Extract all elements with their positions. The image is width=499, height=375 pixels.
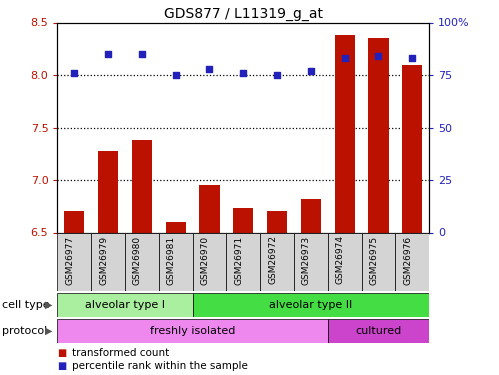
Point [273,72,281,78]
Text: GSM26972: GSM26972 [268,236,277,284]
Text: GSM26976: GSM26976 [403,236,412,285]
Bar [199,185,220,232]
Text: GSM26973: GSM26973 [302,236,311,285]
Text: GSM26971: GSM26971 [234,236,244,285]
Bar [57,319,328,343]
Text: alveolar type II: alveolar type II [269,300,352,310]
Text: ▶: ▶ [44,326,52,336]
Bar [57,232,91,291]
Point [307,68,315,74]
Point [206,66,214,72]
Bar [159,232,193,291]
Text: ■: ■ [57,361,67,370]
Point [104,51,112,57]
Bar [125,232,159,291]
Text: freshly isolated: freshly isolated [150,326,235,336]
Text: alveolar type I: alveolar type I [85,300,165,310]
Bar [57,292,193,317]
Point [138,51,146,57]
Bar [395,232,429,291]
Bar [64,211,84,232]
Point [70,70,78,76]
Text: ■: ■ [57,348,67,358]
Bar [328,232,362,291]
Text: transformed count: transformed count [72,348,170,358]
Bar [193,292,429,317]
Bar [402,64,422,232]
Bar [260,232,294,291]
Text: cultured: cultured [355,326,402,336]
Bar [267,211,287,232]
Bar [166,222,186,232]
Text: GSM26977: GSM26977 [65,236,74,285]
Text: GSM26979: GSM26979 [99,236,108,285]
Point [172,72,180,78]
Point [239,70,247,76]
Bar [294,232,328,291]
Point [341,55,349,61]
Text: GSM26970: GSM26970 [201,236,210,285]
Text: GSM26980: GSM26980 [133,236,142,285]
Text: GSM26974: GSM26974 [336,236,345,284]
Bar [193,232,227,291]
Text: cell type: cell type [2,300,50,310]
Point [408,55,416,61]
Bar [301,199,321,232]
Text: ▶: ▶ [44,300,52,310]
Bar [132,140,152,232]
Bar [91,232,125,291]
Title: GDS877 / L11319_g_at: GDS877 / L11319_g_at [164,8,323,21]
Bar [368,38,389,232]
Text: protocol: protocol [2,326,48,336]
Bar [334,35,355,232]
Bar [233,209,253,232]
Bar [328,319,429,343]
Bar [227,232,260,291]
Text: GSM26981: GSM26981 [167,236,176,285]
Bar [98,151,118,232]
Text: GSM26975: GSM26975 [369,236,378,285]
Point [374,53,382,59]
Bar [362,232,395,291]
Text: percentile rank within the sample: percentile rank within the sample [72,361,248,370]
